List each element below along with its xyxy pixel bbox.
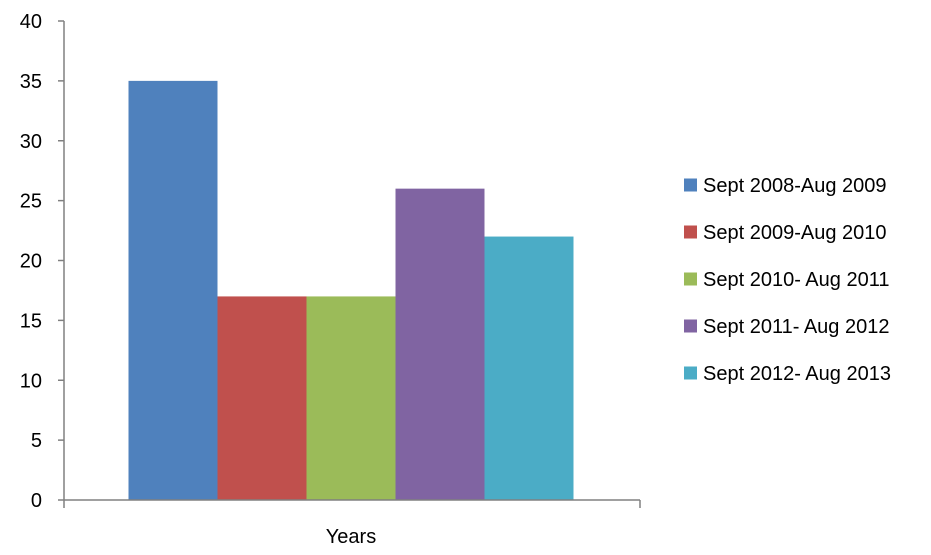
x-category-label: Years — [326, 526, 376, 548]
y-tick-label: 25 — [20, 191, 42, 213]
y-tick-label: 5 — [31, 430, 42, 452]
y-tick-label: 10 — [20, 370, 42, 392]
bar-5 — [484, 236, 574, 501]
legend-swatch — [684, 366, 697, 380]
y-axis-ticks: 0 5 10 15 20 25 30 35 40 — [20, 11, 641, 512]
x-axis-labels: Years — [326, 526, 376, 548]
legend-label: Sept 2009-Aug 2010 — [703, 222, 887, 244]
legend-label: Sept 2012- Aug 2013 — [703, 363, 891, 385]
bar-4 — [395, 188, 485, 500]
y-tick-label: 35 — [20, 71, 42, 93]
legend-swatch — [684, 319, 697, 333]
y-tick-label: 20 — [20, 251, 42, 273]
legend-swatch — [684, 225, 697, 239]
legend-label: Sept 2011- Aug 2012 — [703, 316, 889, 338]
legend: Sept 2008-Aug 2009 Sept 2009-Aug 2010 Sept… — [684, 175, 891, 385]
y-tick-label: 15 — [20, 310, 42, 332]
bar-1 — [128, 80, 218, 500]
bar-2 — [217, 296, 307, 500]
y-tick-label: 40 — [20, 11, 42, 33]
legend-label: Sept 2008-Aug 2009 — [703, 175, 887, 197]
bar-3 — [306, 296, 396, 500]
legend-swatch — [684, 272, 697, 286]
y-tick-label: 30 — [20, 131, 42, 153]
y-tick-label: 0 — [31, 490, 42, 512]
bars-layer — [128, 80, 574, 501]
legend-swatch — [684, 178, 697, 192]
legend-label: Sept 2010- Aug 2011 — [703, 269, 889, 291]
